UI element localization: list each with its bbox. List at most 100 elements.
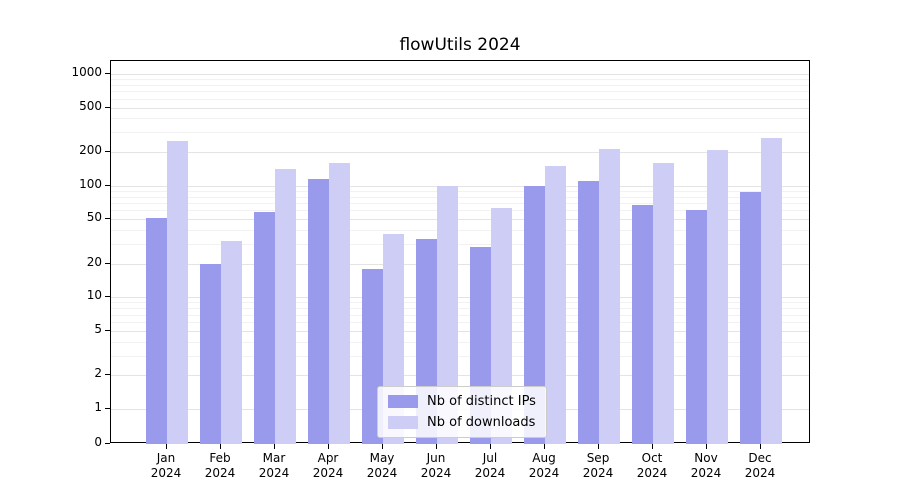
legend-swatch-distinct-ips [388, 395, 418, 408]
gridline [111, 322, 809, 324]
x-tick-month: Sep [586, 451, 610, 465]
gridline [111, 297, 809, 299]
legend-swatch-downloads [388, 416, 418, 429]
gridline [111, 308, 809, 310]
bar-downloads-feb [221, 240, 242, 444]
gridline [111, 263, 809, 265]
legend-label-downloads: Nb of downloads [427, 415, 536, 430]
y-tick-label-100: 100 [79, 176, 102, 191]
x-tick-year: 2024 [582, 466, 614, 480]
gridline [111, 210, 809, 212]
gridline [111, 190, 809, 192]
x-tick-mark [490, 444, 491, 449]
y-tick-mark [105, 443, 110, 444]
gridline [111, 330, 809, 332]
x-tick-mark [328, 444, 329, 449]
bar-distinct-ips-dec [740, 191, 761, 444]
gridline [111, 302, 809, 304]
y-tick-mark [105, 262, 110, 264]
gridline [111, 341, 809, 343]
bar-downloads-dec [761, 138, 782, 444]
gridline [111, 375, 809, 377]
x-tick-label-mar: Mar 2024 [242, 451, 306, 481]
x-tick-year: 2024 [690, 466, 722, 480]
x-tick-year: 2024 [474, 466, 506, 480]
x-tick-mark [166, 444, 167, 449]
legend-label-distinct-ips: Nb of distinct IPs [427, 394, 536, 409]
x-tick-mark [760, 444, 761, 449]
x-tick-label-jul: Jul 2024 [458, 451, 522, 481]
x-tick-mark [706, 444, 707, 449]
y-tick-mark [105, 296, 110, 298]
gridline [111, 185, 809, 187]
y-tick-mark [105, 408, 110, 409]
gridline [111, 203, 809, 204]
x-tick-label-oct: Oct 2024 [620, 451, 684, 481]
x-tick-month: Jun [426, 451, 446, 465]
bar-distinct-ips-mar [254, 212, 275, 444]
y-tick-label-1: 1 [94, 400, 102, 414]
x-tick-month: Feb [209, 451, 231, 465]
x-tick-mark [598, 444, 599, 449]
legend: Nb of distinct IPs Nb of downloads [377, 386, 547, 438]
gridline [111, 230, 809, 232]
x-tick-label-jun: Jun 2024 [404, 451, 468, 481]
x-tick-mark [220, 444, 221, 449]
x-tick-mark [436, 444, 437, 449]
gridline [111, 219, 809, 221]
bar-downloads-apr [329, 162, 350, 444]
y-tick-label-500: 500 [79, 98, 102, 113]
x-tick-month: Apr [317, 451, 339, 465]
x-tick-mark [274, 444, 275, 449]
x-tick-label-may: May 2024 [350, 451, 414, 481]
gridline [111, 152, 809, 154]
y-tick-label-10: 10 [86, 288, 102, 303]
x-tick-month: Mar [262, 451, 286, 465]
y-tick-label-20: 20 [86, 254, 102, 269]
gridline [111, 107, 809, 109]
legend-item-downloads: Nb of downloads [388, 415, 536, 430]
y-tick-mark [105, 329, 110, 331]
y-tick-label-50: 50 [86, 210, 102, 225]
plot-area: Nb of distinct IPs Nb of downloads [110, 60, 810, 444]
y-tick-mark [105, 184, 110, 186]
y-tick-label-1000: 1000 [71, 65, 102, 79]
x-tick-year: 2024 [744, 466, 776, 480]
x-tick-label-aug: Aug 2024 [512, 451, 576, 481]
x-tick-month: Jan [156, 451, 176, 465]
bar-downloads-jul [491, 208, 512, 444]
x-tick-month: Dec [748, 451, 772, 465]
x-tick-label-sep: Sep 2024 [566, 451, 630, 481]
y-tick-mark [105, 151, 110, 153]
gridline [111, 132, 809, 134]
gridline [111, 196, 809, 198]
gridline [111, 98, 809, 100]
gridline [111, 314, 809, 316]
x-tick-label-jan: Jan 2024 [134, 451, 198, 481]
x-tick-mark [544, 444, 545, 449]
x-tick-month: Jul [482, 451, 498, 465]
bar-downloads-oct [653, 162, 674, 444]
bar-downloads-jun [437, 185, 458, 444]
y-tick-mark [105, 374, 110, 376]
bar-distinct-ips-jan [146, 218, 167, 444]
bar-downloads-mar [275, 169, 296, 444]
chart-title: flowUtils 2024 [399, 35, 521, 55]
x-tick-year: 2024 [528, 466, 560, 480]
gridline [111, 118, 809, 120]
x-tick-year: 2024 [366, 466, 398, 480]
x-tick-mark [382, 444, 383, 449]
bar-distinct-ips-feb [200, 263, 221, 444]
x-tick-year: 2024 [150, 466, 182, 480]
gridline [111, 91, 809, 93]
x-tick-month: Nov [694, 451, 718, 465]
x-tick-year: 2024 [420, 466, 452, 480]
y-tick-label-200: 200 [79, 143, 102, 158]
x-tick-month: Oct [641, 451, 663, 465]
bar-downloads-sep [599, 148, 620, 444]
bar-distinct-ips-oct [632, 205, 653, 444]
gridline [111, 355, 809, 357]
gridline [111, 74, 809, 75]
x-tick-mark [652, 444, 653, 449]
